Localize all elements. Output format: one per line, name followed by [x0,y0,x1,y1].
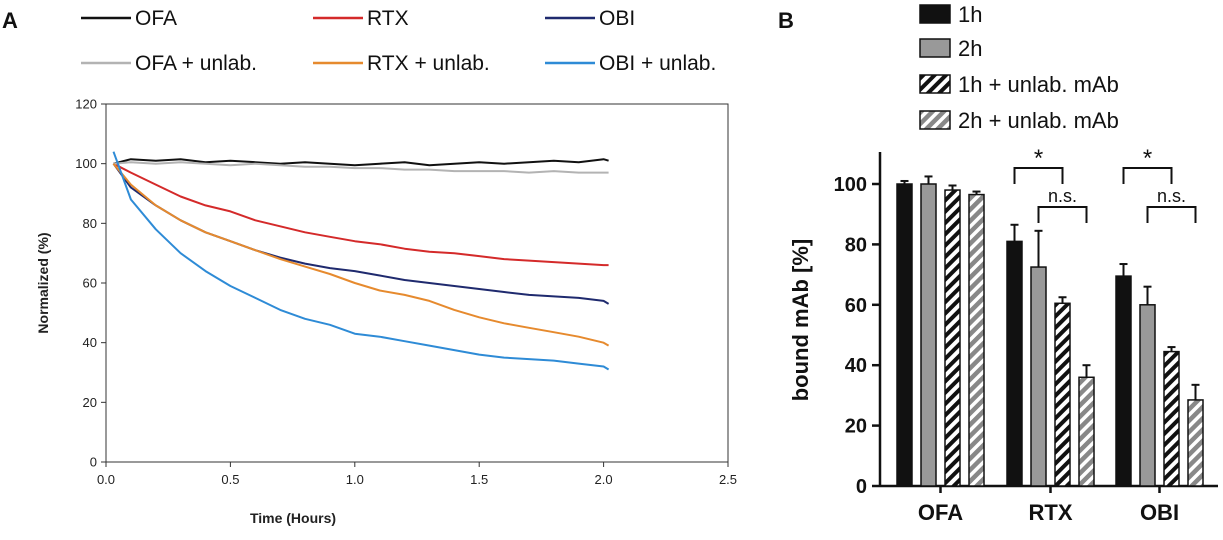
category-label: RTX [1029,500,1073,525]
bar [1115,275,1132,487]
y-tick-label: 80 [845,234,867,256]
bar [944,189,961,487]
y-tick-label: 100 [834,174,867,196]
significance-label: * [1143,145,1152,172]
bar [1078,376,1095,487]
legend-label: RTX [367,7,409,30]
panel-b-legend: 1h 2h 1h + unlab. mAb 2h + unlab. mAb [919,2,1119,133]
significance-bracket [1146,206,1197,223]
x-tick-label: 2.5 [719,472,737,487]
legend-swatch [919,110,951,130]
panel-a-label: A [2,8,18,33]
x-tick-label: 1.0 [346,472,364,487]
bar [1054,302,1071,487]
series-line-rtx [113,162,609,267]
legend-label: 1h + unlab. mAb [958,72,1119,97]
legend-label: OFA + unlab. [135,52,257,75]
y-tick-label: 20 [83,395,97,410]
y-tick-label: 0 [90,455,97,470]
bar [1006,240,1023,487]
category-label: OFA [918,500,963,525]
legend-swatch [919,74,951,94]
bar [1163,350,1180,487]
y-tick-label: 60 [845,295,867,317]
legend-label: OFA [135,7,177,30]
legend-label: 2h + unlab. mAb [958,108,1119,133]
legend-label: OBI + unlab. [599,52,716,75]
y-tick-label: 40 [83,335,97,350]
legend-label: OBI [599,7,635,30]
x-tick-label: 2.0 [595,472,613,487]
y-tick-label: 40 [845,355,867,377]
bar [1187,399,1204,487]
y-tick-label: 120 [75,97,97,112]
x-tick-label: 0.0 [97,472,115,487]
legend-swatch [919,4,951,24]
category-label: OBI [1140,500,1179,525]
y-tick-label: 60 [83,276,97,291]
bar [920,183,937,487]
panel-b-ylabel: bound mAb [%] [788,239,813,402]
significance-label: n.s. [1157,186,1186,206]
series-line-ofa-unlab [113,161,609,174]
bar [1030,266,1047,487]
panel-a-frame [105,103,729,463]
legend-label: 1h [958,2,982,27]
bar [896,183,913,487]
significance-label: * [1034,145,1043,172]
significance-bracket [1037,206,1088,223]
bar [1139,304,1156,487]
significance-bracket [1013,167,1064,184]
panel-b-label: B [778,8,794,33]
legend-label: 2h [958,36,982,61]
y-tick-label: 0 [856,476,867,498]
y-tick-label: 100 [75,156,97,171]
legend-swatch [919,38,951,58]
x-tick-label: 0.5 [221,472,239,487]
y-tick-label: 80 [83,216,97,231]
significance-label: n.s. [1048,186,1077,206]
panel-a-xlabel: Time (Hours) [250,510,336,526]
panel-a-ylabel: Normalized (%) [35,232,51,333]
panel-a-plot: 0.0 0.5 1.0 1.5 2.0 2.5 0 20 40 60 80 100 120 [75,97,737,488]
y-tick-label: 20 [845,416,867,438]
legend-label: RTX + unlab. [367,52,490,75]
series-line-ofa [113,158,609,167]
x-tick-label: 1.5 [470,472,488,487]
panel-a-legend: OFA RTX OBI OFA + unlab. RTX + unlab. OBI + u… [81,7,716,75]
series-line-obi [112,163,610,305]
series-line-obi-unlab [112,151,610,371]
significance-bracket [1122,167,1173,184]
series-line-rtx-unlab [112,163,610,347]
bar [968,193,985,487]
